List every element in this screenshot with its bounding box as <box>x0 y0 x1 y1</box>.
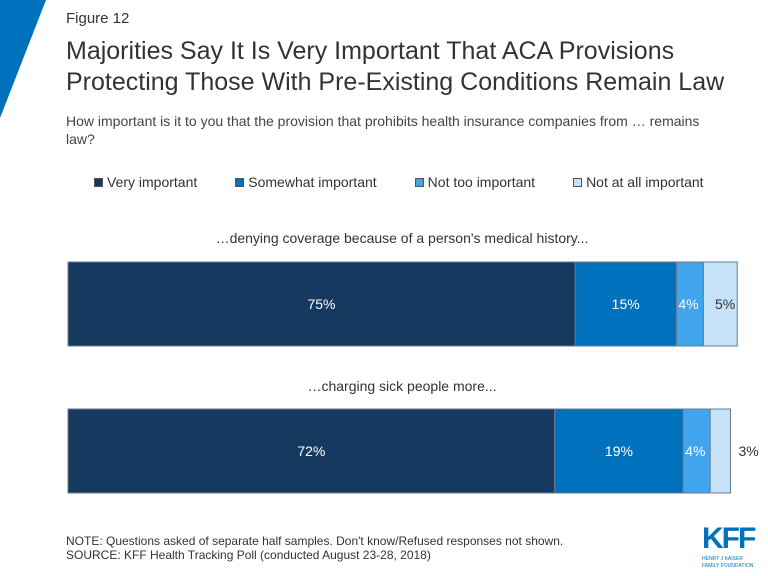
source-text: SOURCE: KFF Health Tracking Poll (conduc… <box>66 548 431 562</box>
legend: Very important Somewhat important Not too … <box>94 174 742 190</box>
legend-swatch <box>235 177 245 187</box>
bar-segment <box>67 408 556 494</box>
legend-swatch <box>94 177 103 187</box>
legend-item: Not too important <box>414 174 536 190</box>
legend-item: Not at all important <box>573 174 704 190</box>
footnote: NOTE: Questions asked of separate half s… <box>66 534 563 562</box>
chart-title: Majorities Say It Is Very Important That… <box>66 36 766 98</box>
data-label: 3% <box>738 443 758 459</box>
corner-decoration <box>0 0 46 118</box>
bar-segment <box>675 261 704 347</box>
bar-segment <box>702 261 738 347</box>
legend-swatch <box>573 177 583 187</box>
legend-swatch <box>414 177 424 187</box>
legend-item: Very important <box>94 174 197 190</box>
legend-label: Very important <box>107 174 198 190</box>
logo-subtext-line-2: FAMILY FOUNDATION <box>702 563 754 569</box>
bar-segment <box>67 261 576 347</box>
logo-subtext-line-1: HENRY J KAISER <box>702 556 743 562</box>
figure-label: Figure 12 <box>66 10 130 27</box>
title-line-2: Protecting Those With Pre-Existing Condi… <box>66 68 725 96</box>
logo-wordmark: KFF <box>702 522 756 555</box>
data-label: 19% <box>605 443 633 459</box>
note-text: NOTE: Questions asked of separate half s… <box>66 534 564 548</box>
data-label: 4% <box>678 296 698 312</box>
kff-logo: KFF HENRY J KAISER FAMILY FOUNDATION <box>702 522 756 570</box>
legend-label: Somewhat important <box>248 174 377 190</box>
title-line-1: Majorities Say It Is Very Important That… <box>66 37 675 65</box>
data-label: 15% <box>612 296 640 312</box>
category-label: …denying coverage because of a person's … <box>215 230 589 246</box>
bar-segment <box>682 408 711 494</box>
legend-label: Not too important <box>427 174 536 190</box>
data-label: 5% <box>715 296 735 312</box>
legend-item: Somewhat important <box>235 174 377 190</box>
bar-segment <box>554 408 684 494</box>
bar-segment <box>709 408 731 494</box>
data-label: 75% <box>307 296 335 312</box>
data-label: 72% <box>297 443 325 459</box>
chart-subtitle: How important is it to you that the prov… <box>66 113 700 147</box>
legend-label: Not at all important <box>586 174 704 190</box>
bar-segment <box>574 261 677 347</box>
data-label: 4% <box>685 443 705 459</box>
category-label: …charging sick people more... <box>307 378 497 394</box>
